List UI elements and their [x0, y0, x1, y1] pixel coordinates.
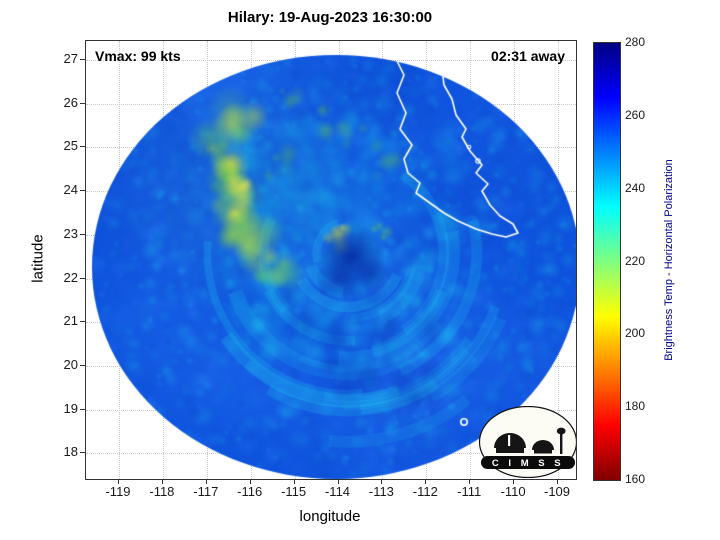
x-tick-label: -116	[237, 484, 263, 499]
y-tick-mark	[80, 364, 85, 366]
x-tick-label: -117	[193, 484, 219, 499]
y-tick-mark	[80, 102, 85, 104]
y-tick-label: 18	[63, 444, 78, 460]
x-tick-mark	[293, 479, 295, 484]
x-tick-mark	[513, 479, 515, 484]
x-tick-mark	[161, 479, 163, 484]
logo-banner	[481, 456, 575, 469]
y-tick-label: 20	[63, 356, 78, 372]
x-tick-mark	[469, 479, 471, 484]
y-tick-mark	[80, 233, 85, 235]
x-tick-label: -113	[368, 484, 394, 499]
logo-text: C I M S S	[492, 458, 564, 469]
vmax-annotation: Vmax: 99 kts	[95, 48, 181, 64]
colorbar-tick-label: 180	[625, 399, 646, 414]
x-tick-label: -118	[149, 484, 175, 499]
y-tick-mark	[80, 452, 85, 454]
y-axis-label: latitude	[29, 234, 47, 283]
y-tick-mark	[80, 190, 85, 192]
y-tick-label: 23	[63, 225, 78, 241]
x-tick-label: -114	[324, 484, 351, 499]
x-tick-mark	[205, 479, 207, 484]
figure-title: Hilary: 19-Aug-2023 16:30:00	[227, 9, 433, 26]
x-axis-label: longitude	[299, 508, 361, 525]
y-tick-label: 24	[63, 182, 78, 198]
x-tick-label: -119	[105, 484, 131, 499]
x-tick-label: -112	[412, 484, 438, 499]
y-tick-label: 19	[63, 400, 78, 416]
x-tick-label: -115	[281, 484, 307, 499]
x-tick-label: -110	[500, 484, 526, 499]
x-tick-label: -109	[543, 484, 571, 499]
logo-tower	[560, 433, 563, 454]
y-tick-label: 27	[63, 51, 78, 66]
eta-annotation: 02:31 away	[491, 48, 565, 64]
y-tick-label: 21	[63, 313, 78, 329]
y-tick-mark	[80, 408, 85, 410]
cimss-logo: C I M S S	[478, 406, 576, 478]
logo-dome-slit	[508, 435, 511, 446]
colorbar-label: Brightness Temp - Horizontal Polarizatio…	[663, 159, 675, 361]
logo-small-dome	[532, 440, 554, 450]
logo-dish	[556, 427, 566, 435]
colorbar-tick-label: 280	[625, 35, 646, 49]
y-tick-mark	[80, 277, 85, 279]
colorbar-tick-label: 160	[625, 472, 646, 486]
y-tick-mark	[80, 321, 85, 323]
y-tick-label: 22	[63, 269, 78, 285]
logo-small-dome-base	[534, 449, 552, 454]
colorbar-tick-label: 260	[625, 107, 646, 122]
y-tick-label: 25	[63, 138, 78, 154]
y-tick-mark	[80, 146, 85, 148]
x-tick-mark	[557, 479, 558, 484]
colorbar-tick-label: 200	[625, 326, 646, 341]
y-tick-mark	[80, 59, 85, 60]
x-tick-mark	[337, 479, 339, 484]
x-tick-mark	[425, 479, 427, 484]
x-tick-mark	[381, 479, 383, 484]
colorbar-tick-label: 240	[625, 180, 646, 195]
x-tick-label: -111	[457, 484, 482, 499]
x-tick-mark	[118, 479, 119, 484]
satellite-swath-canvas	[86, 41, 576, 479]
logo-large-dome-base	[496, 447, 524, 453]
plot-area: Vmax: 99 kts 02:31 away C I M S S	[85, 40, 577, 480]
x-tick-mark	[249, 479, 251, 484]
colorbar	[593, 42, 621, 481]
colorbar-tick-label: 220	[625, 253, 646, 268]
y-tick-label: 26	[63, 94, 78, 110]
